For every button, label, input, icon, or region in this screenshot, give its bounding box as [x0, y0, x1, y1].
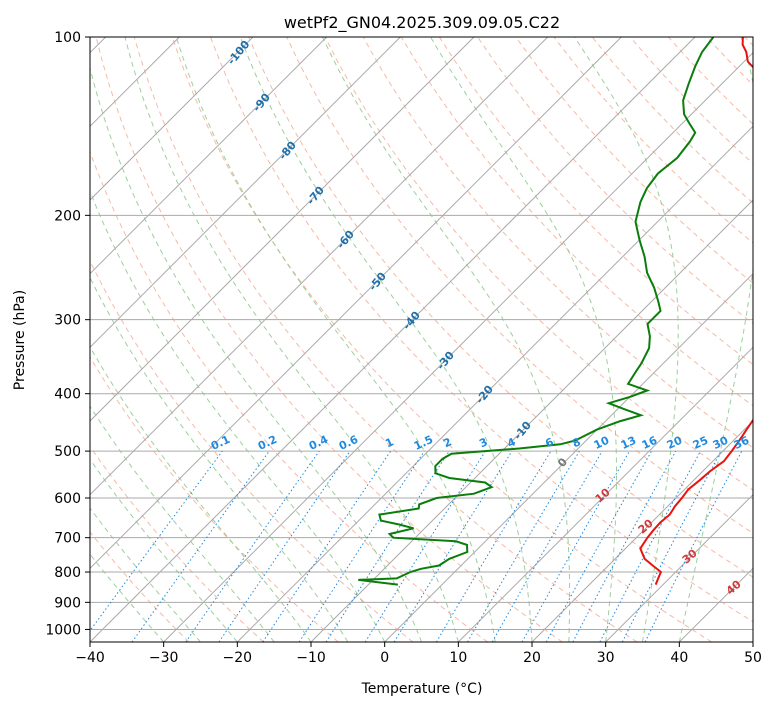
x-axis-label: Temperature (°C): [361, 681, 483, 697]
x-tick-label: −30: [149, 650, 179, 666]
y-axis-label: Pressure (hPa): [12, 290, 28, 390]
dry-adiabat: [90, 531, 190, 642]
y-tick-label: 800: [54, 565, 81, 581]
mixing-ratio-label: 36: [732, 434, 752, 452]
mixing-ratio-label: 10: [592, 434, 612, 452]
dry-adiabat: [210, 37, 753, 623]
isotherm-line: [90, 37, 328, 275]
dry-adiabat: [95, 37, 563, 642]
isotherm-line: [605, 493, 753, 642]
dewpoint-profile: [358, 37, 715, 586]
mixing-ratio-line: [393, 450, 513, 642]
mixing-ratio-line: [131, 450, 270, 642]
x-tick-label: 10: [449, 650, 467, 666]
moist-adiabat: [90, 458, 238, 642]
data-lines: [358, 37, 753, 586]
moist-adiabat: [90, 65, 422, 642]
moist-adiabat: [124, 37, 459, 642]
isotherm-line: [163, 51, 753, 642]
dry-adiabat: [400, 37, 753, 407]
y-tick-label: 1000: [45, 622, 81, 638]
isotherm-line: [531, 420, 753, 642]
moist-adiabat: [90, 507, 201, 642]
isotherm-line: [384, 272, 753, 642]
mixing-ratio-line: [644, 450, 743, 642]
isotherm-line: [310, 199, 753, 642]
moist-adiabat: [574, 37, 679, 642]
dry-adiabat: [90, 356, 339, 642]
isotherm-line: [90, 37, 401, 349]
dry-adiabat: [90, 150, 488, 642]
mixing-ratio-label: 20: [665, 434, 685, 452]
isotherm-line: [90, 37, 696, 642]
x-tick-label: 20: [523, 650, 541, 666]
isotherm-line: [457, 346, 753, 642]
temperature-profile: [639, 37, 753, 585]
isotherm-line: [90, 37, 254, 201]
x-tick-label: 30: [597, 650, 615, 666]
mixing-ratio-line: [298, 450, 425, 642]
y-tick-label: 400: [54, 387, 81, 403]
mixing-ratio-line: [185, 450, 320, 642]
dry-adiabat: [515, 37, 753, 284]
mixing-ratio-line: [572, 450, 677, 642]
mixing-ratio-label: 16: [640, 434, 660, 452]
y-tick-label: 200: [54, 208, 81, 224]
isotherm-line: [90, 37, 622, 570]
y-tick-label: 500: [54, 444, 81, 460]
mixing-ratio-line: [262, 450, 392, 642]
mixing-ratio-line: [90, 450, 223, 632]
plot-frame: [89, 36, 754, 643]
dry-adiabat: [90, 445, 264, 642]
x-tick-label: 40: [670, 650, 688, 666]
mixing-ratio-label: 30: [711, 434, 731, 452]
isotherm-line: [90, 37, 475, 422]
moist-adiabat: [90, 345, 312, 642]
dry-adiabat: [248, 37, 753, 578]
isotherm-line: [236, 125, 753, 642]
axes: −40 −30 −20 −10 0 10 20 30 40 50 100 200 300 400 500 60…: [45, 30, 762, 666]
mixing-ratio-line: [545, 450, 653, 642]
mixing-ratio-line: [521, 450, 630, 642]
dry-adiabat: [171, 37, 712, 642]
x-tick-label: 50: [744, 650, 762, 666]
y-tick-label: 900: [54, 595, 81, 611]
plot-area: [90, 37, 753, 642]
mixing-ratio-line: [325, 450, 450, 642]
mixing-ratio-label: 25: [691, 434, 710, 452]
moist-adiabat: [239, 37, 533, 642]
moist-adiabat: [90, 276, 349, 642]
mixing-ratio-line: [218, 450, 351, 642]
moist-adiabat: [90, 405, 275, 642]
moist-adiabat: [322, 37, 571, 642]
chart-title: wetPf2_GN04.2025.309.09.05.C22: [284, 13, 560, 33]
x-tick-label: −10: [296, 650, 326, 666]
mixing-ratio-label: 13: [619, 434, 638, 452]
moist-adiabat: [175, 37, 496, 642]
y-tick-label: 100: [54, 30, 81, 46]
isotherm-line: [90, 37, 549, 496]
x-tick-label: 0: [380, 650, 389, 666]
dry-adiabat: [133, 37, 638, 642]
x-tick-label: −40: [75, 650, 105, 666]
moist-adiabat: [90, 553, 165, 642]
y-tick-label: 700: [54, 531, 81, 547]
x-tick-label: −20: [223, 650, 253, 666]
y-tick-label: 300: [54, 313, 81, 329]
moist-adiabat: [430, 37, 617, 642]
y-tick-label: 600: [54, 491, 81, 507]
moist-adiabat: [90, 189, 386, 642]
